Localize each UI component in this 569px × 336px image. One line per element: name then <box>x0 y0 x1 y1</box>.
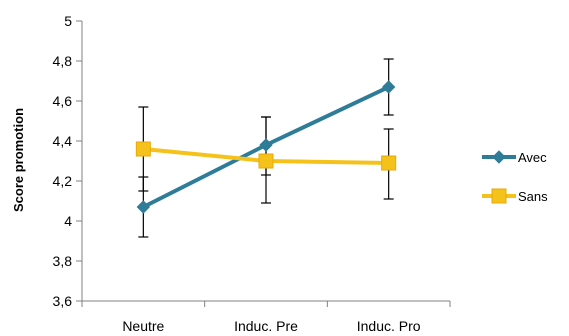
y-tick-label: 3,8 <box>53 253 73 269</box>
data-point-marker <box>492 150 506 164</box>
data-point-marker <box>136 200 151 214</box>
legend-entry-sans: Sans <box>482 188 548 204</box>
data-point-marker <box>381 155 397 171</box>
axes <box>76 20 451 307</box>
x-tick-label: Induc. Pro <box>357 318 421 334</box>
data-point-marker <box>258 153 274 169</box>
x-tick-label: Neutre <box>122 318 164 334</box>
y-tick-label: 4,6 <box>53 93 73 109</box>
series-avec <box>136 80 396 214</box>
y-tick-label: 4,4 <box>53 133 73 149</box>
y-tick-label: 5 <box>64 13 72 29</box>
legend-label: Sans <box>518 189 548 204</box>
y-tick-label: 4,8 <box>53 53 73 69</box>
legend-label: Avec <box>518 150 547 165</box>
y-tick-label: 4,2 <box>53 173 73 189</box>
y-axis-title-group: Score promotion <box>11 108 26 212</box>
data-point-marker <box>135 141 151 157</box>
series-sans <box>135 141 397 171</box>
data-point-marker <box>381 80 396 94</box>
y-axis-title: Score promotion <box>11 108 26 212</box>
series-lines <box>135 80 397 214</box>
x-tick-label: Induc. Pre <box>234 318 298 334</box>
legend-entry-avec: Avec <box>482 150 547 165</box>
y-tick-labels: 3,6 3,8 4 4,2 4,4 4,6 4,8 5 <box>53 13 73 309</box>
y-tick-label: 3,6 <box>53 293 73 309</box>
data-point-marker <box>491 188 507 204</box>
legend: Avec Sans <box>482 150 548 204</box>
x-tick-labels: Neutre Induc. Pre Induc. Pro <box>122 318 420 334</box>
data-point-marker <box>259 138 273 152</box>
y-tick-label: 4 <box>64 213 72 229</box>
